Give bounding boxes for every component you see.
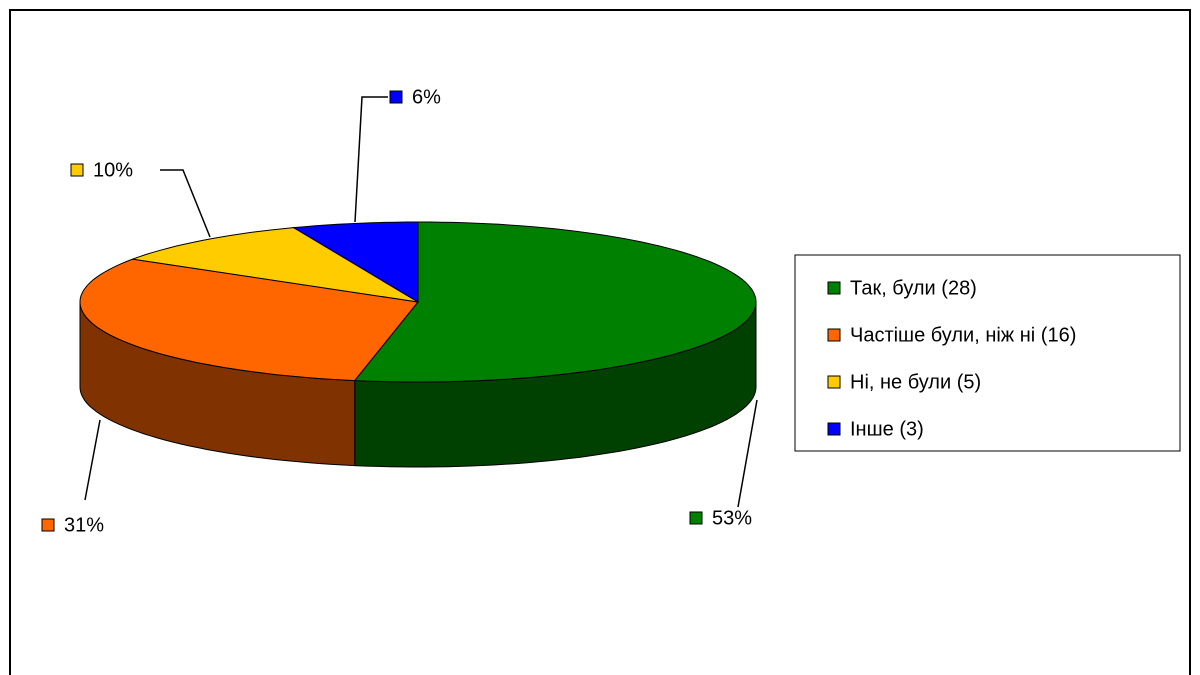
leader-line [84, 419, 101, 501]
data-label: 53% [712, 507, 752, 529]
slice [132, 227, 419, 303]
legend-swatch [827, 422, 841, 436]
legend-label: Так, були (28) [850, 277, 977, 299]
slice [292, 221, 419, 303]
legend-swatch [827, 375, 841, 389]
data-label: 10% [93, 159, 133, 181]
data-label: 6% [412, 86, 441, 108]
leader-line [737, 399, 758, 508]
slice [353, 221, 757, 383]
legend-swatch [827, 281, 841, 295]
label-swatch [41, 518, 55, 532]
legend-label: Частіше були, ніж ні (16) [850, 324, 1076, 346]
legend-label: Інше (3) [850, 418, 924, 440]
legend-label: Ні, не були (5) [850, 371, 981, 393]
legend-swatch [827, 328, 841, 342]
label-swatch [70, 163, 84, 177]
leader-line [160, 169, 211, 238]
label-swatch [689, 511, 703, 525]
legend-box [794, 254, 1181, 452]
label-swatch [389, 90, 403, 104]
leader-line [354, 96, 388, 223]
data-label: 31% [64, 514, 104, 536]
